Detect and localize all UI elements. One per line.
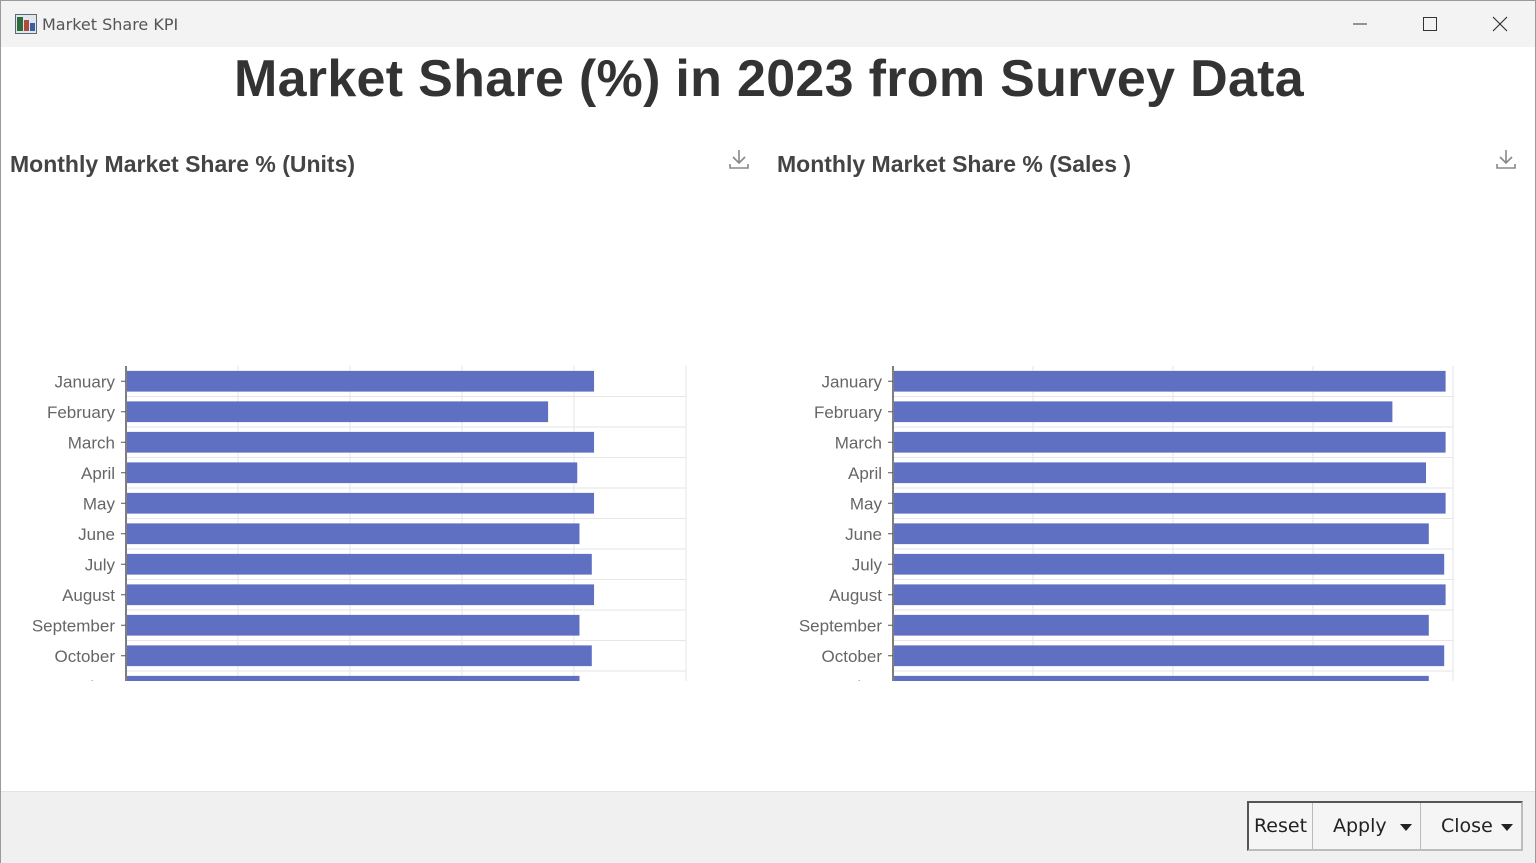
bar-june xyxy=(894,523,1429,545)
sales-bar-chart: 010203040JanuaryFebruaryMarchAprilMayJun… xyxy=(799,366,1454,681)
close-icon xyxy=(1492,16,1508,32)
y-tick-label: October xyxy=(822,647,883,666)
y-tick-label: March xyxy=(68,433,115,452)
close-window-button[interactable] xyxy=(1465,1,1535,47)
bar-june xyxy=(127,523,580,545)
maximize-icon xyxy=(1423,17,1437,31)
y-tick-label: September xyxy=(32,616,115,635)
window-title: Market Share KPI xyxy=(42,15,179,34)
y-tick-label: September xyxy=(799,616,882,635)
y-tick-label: May xyxy=(83,494,116,513)
apply-label: Apply xyxy=(1333,815,1387,837)
bar-july xyxy=(127,553,592,575)
apply-button[interactable]: Apply xyxy=(1313,803,1421,849)
y-tick-label: November xyxy=(804,677,883,681)
y-tick-label: March xyxy=(835,433,882,452)
y-tick-label: January xyxy=(55,372,116,391)
y-tick-label: January xyxy=(822,372,883,391)
bar-january xyxy=(894,370,1446,392)
bar-september xyxy=(894,614,1429,636)
bar-march xyxy=(894,431,1446,453)
y-tick-label: April xyxy=(81,464,115,483)
bar-august xyxy=(127,584,595,606)
reset-button[interactable]: Reset xyxy=(1249,803,1313,849)
bar-april xyxy=(894,462,1426,484)
download-icon[interactable] xyxy=(727,147,751,171)
bar-april xyxy=(127,462,578,484)
y-tick-label: May xyxy=(850,494,883,513)
units-chart-panel: Monthly Market Share % (Units) 010203040… xyxy=(9,141,761,681)
footer-bar: Reset Apply Close xyxy=(1,791,1535,863)
minimize-button[interactable] xyxy=(1325,1,1395,47)
y-tick-label: February xyxy=(814,403,883,422)
y-tick-label: August xyxy=(829,586,882,605)
app-chart-icon xyxy=(15,14,37,34)
bar-may xyxy=(894,492,1446,514)
title-bar[interactable]: Market Share KPI xyxy=(1,1,1535,47)
bar-october xyxy=(894,645,1445,667)
bar-march xyxy=(127,431,595,453)
close-button[interactable]: Close xyxy=(1421,803,1521,849)
page-title: Market Share (%) in 2023 from Survey Dat… xyxy=(233,50,1305,108)
sales-chart-panel: Monthly Market Share % (Sales ) 01020304… xyxy=(776,141,1528,681)
bar-september xyxy=(127,614,580,636)
chart-title: Monthly Market Share % (Units) xyxy=(10,151,356,177)
y-tick-label: October xyxy=(55,647,116,666)
bar-february xyxy=(127,401,549,423)
download-icon[interactable] xyxy=(1494,147,1518,171)
y-tick-label: July xyxy=(85,555,116,574)
footer-button-group: Reset Apply Close xyxy=(1247,801,1523,851)
y-tick-label: June xyxy=(845,525,882,544)
bar-october xyxy=(127,645,592,667)
bar-january xyxy=(127,370,595,392)
y-tick-label: November xyxy=(37,677,116,681)
bar-may xyxy=(127,492,595,514)
bar-november xyxy=(127,675,580,681)
y-tick-label: June xyxy=(78,525,115,544)
close-label: Close xyxy=(1441,815,1493,837)
bar-february xyxy=(894,401,1393,423)
y-tick-label: February xyxy=(47,403,116,422)
units-bar-chart: 01020304050JanuaryFebruaryMarchAprilMayJ… xyxy=(32,366,687,681)
maximize-button[interactable] xyxy=(1395,1,1465,47)
y-tick-label: April xyxy=(848,464,882,483)
bar-july xyxy=(894,553,1445,575)
chevron-down-icon[interactable] xyxy=(1501,824,1513,831)
y-tick-label: July xyxy=(852,555,883,574)
minimize-icon xyxy=(1353,23,1367,25)
bar-august xyxy=(894,584,1446,606)
bar-november xyxy=(894,675,1429,681)
chart-title: Monthly Market Share % (Sales ) xyxy=(777,151,1132,177)
y-tick-label: August xyxy=(62,586,115,605)
chevron-down-icon[interactable] xyxy=(1400,824,1412,831)
